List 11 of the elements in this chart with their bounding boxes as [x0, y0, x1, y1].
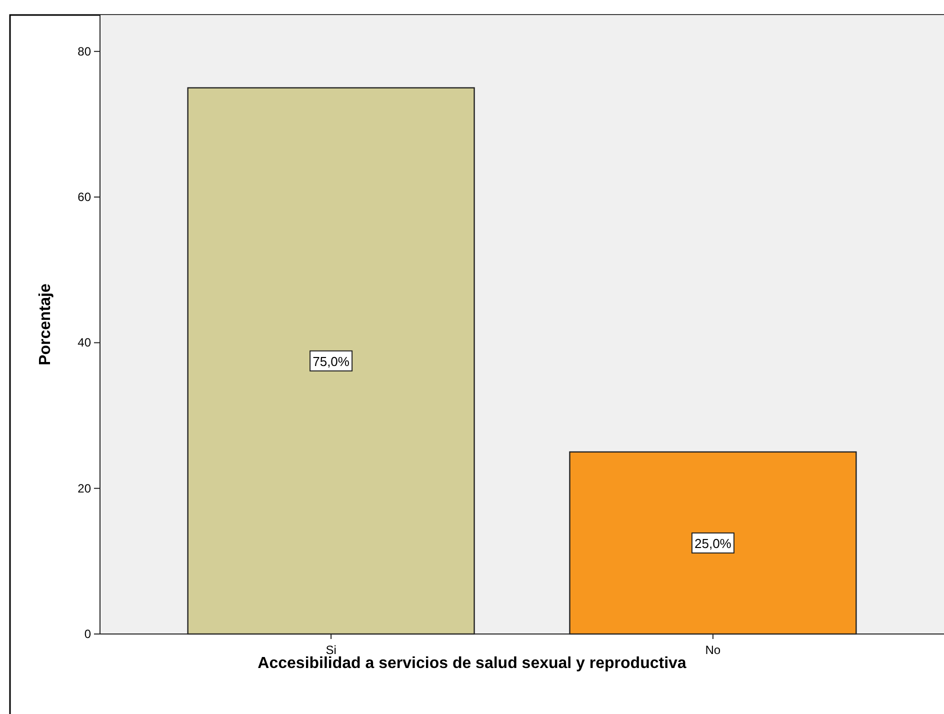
y-tick-label: 40 — [78, 336, 92, 350]
x-tick-label: Si — [326, 643, 336, 657]
x-tick-label: No — [705, 643, 721, 657]
y-axis-title: Porcentaje — [37, 283, 54, 366]
y-tick-label: 20 — [78, 481, 92, 496]
y-tick-label: 80 — [78, 44, 92, 58]
y-tick-label: 60 — [78, 190, 92, 204]
data-label: 25,0% — [694, 536, 732, 551]
data-label: 75,0% — [312, 354, 350, 369]
x-axis-title: Accesibilidad a servicios de salud sexual y reproductiva — [258, 655, 686, 672]
y-tick-label: 0 — [84, 627, 92, 641]
